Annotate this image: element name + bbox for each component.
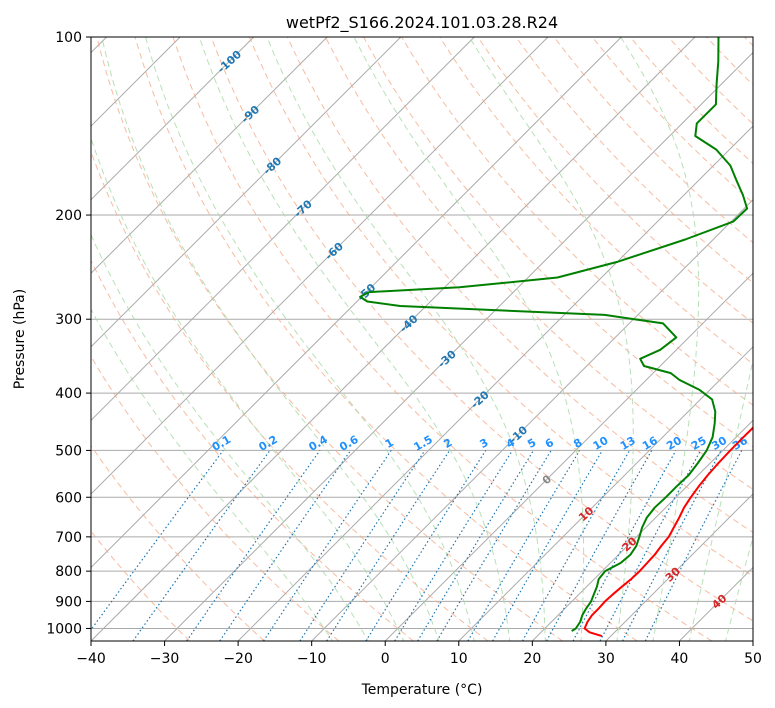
mixing-ratio-line	[132, 450, 271, 641]
temperature-line	[583, 426, 753, 638]
dry-adiabat-line	[91, 259, 414, 641]
mixing-ratio-label: 5	[525, 436, 538, 451]
isotherm-line	[237, 125, 753, 641]
isotherm-line	[91, 37, 328, 274]
dry-adiabat-line	[210, 37, 753, 622]
isotherm-line	[458, 346, 753, 641]
moist-adiabat-line	[145, 37, 475, 641]
dry-adiabat-line	[553, 37, 753, 244]
x-tick-label: −30	[150, 651, 180, 667]
mixing-ratio-line	[467, 450, 581, 641]
mixing-ratio-label: 6	[543, 436, 556, 451]
background-lines	[91, 37, 753, 641]
x-axis-label: Temperature (°C)	[361, 682, 483, 698]
y-tick-label: 500	[55, 443, 82, 459]
x-tick-label: 50	[744, 651, 762, 667]
mixing-ratio-line	[394, 450, 513, 641]
y-axis-label: Pressure (hPa)	[12, 289, 28, 389]
y-tick-label: 100	[55, 30, 82, 46]
dry-adiabat-line	[325, 37, 753, 490]
mixing-ratio-line	[546, 450, 653, 641]
x-tick-label: −20	[223, 651, 253, 667]
dry-adiabat-line	[363, 37, 753, 448]
mixing-ratio-line	[365, 450, 487, 641]
dry-adiabat-line	[172, 37, 713, 641]
isotherm-line	[91, 37, 475, 422]
moist-adiabat-line	[91, 136, 405, 641]
y-tick-label: 200	[55, 208, 82, 224]
isotherm-line	[164, 51, 753, 641]
mixing-ratio-line	[91, 450, 224, 631]
profile-lines	[359, 37, 753, 638]
dry-adiabat-line	[91, 444, 265, 641]
dry-adiabat-line	[134, 37, 638, 641]
chart-title: wetPf2_S166.2024.101.03.28.R24	[286, 13, 558, 33]
dry-adiabat-line	[91, 530, 191, 641]
x-tick-label: 0	[381, 651, 390, 667]
isotherm-label: -100	[215, 48, 244, 76]
dry-adiabat-line	[248, 37, 753, 577]
dry-adiabat-line	[477, 37, 753, 324]
y-tick-label: 800	[55, 564, 82, 580]
dry-adiabat-line	[515, 37, 753, 284]
mixing-ratio-line	[417, 450, 535, 641]
isotherm-line	[384, 272, 753, 641]
mixing-ratio-line	[572, 450, 677, 641]
moist-adiabat-line	[725, 535, 753, 641]
moist-adiabat-line	[91, 308, 334, 641]
plot-frame	[90, 36, 754, 642]
y-axis-ticks: 100 200 300 400 500 600 700 800 900 1000	[46, 30, 91, 637]
mixing-ratio-line	[644, 450, 743, 641]
dry-adiabat-line	[91, 150, 489, 641]
isotherm-line	[91, 37, 622, 569]
y-tick-label: 700	[55, 530, 82, 546]
moist-adiabat-line	[688, 357, 753, 641]
x-tick-label: 30	[597, 651, 615, 667]
dry-adiabat-line	[744, 37, 753, 47]
moist-adiabat-line	[101, 37, 440, 641]
x-axis-ticks: −40 −30 −20 −10 0 10 20 30 40 50	[76, 641, 762, 667]
dry-adiabat-line	[629, 37, 753, 165]
moist-adiabat-line	[353, 37, 585, 641]
y-tick-label: 300	[55, 312, 82, 328]
isotherm-line	[531, 419, 753, 641]
isotherm-line	[91, 37, 696, 641]
moist-adiabat-line	[91, 233, 369, 641]
moist-adiabat-line	[620, 37, 700, 641]
isotherm-line	[91, 37, 549, 495]
y-tick-label: 900	[55, 594, 82, 610]
dry-adiabat-line	[591, 37, 753, 204]
dewpoint-line	[359, 37, 749, 632]
mixing-ratio-line	[326, 450, 451, 641]
mixing-ratio-label: 2	[441, 436, 454, 451]
isotherm-line	[752, 640, 753, 641]
x-tick-label: −40	[76, 651, 106, 667]
x-tick-label: 20	[523, 651, 541, 667]
dry-adiabat-line	[706, 37, 753, 86]
isotherm-line	[679, 566, 753, 641]
mixing-ratio-line	[299, 450, 426, 641]
mixing-ratio-line	[436, 450, 552, 641]
moist-adiabat-line	[468, 37, 634, 641]
dry-adiabat-line	[401, 37, 753, 406]
x-tick-label: 40	[671, 651, 689, 667]
x-tick-label: −10	[297, 651, 327, 667]
y-tick-label: 400	[55, 386, 82, 402]
y-tick-label: 1000	[46, 621, 82, 637]
isotherm-line	[91, 37, 402, 348]
moist-adiabat-line	[198, 37, 511, 641]
mixing-ratio-line	[521, 450, 631, 641]
mixing-ratio-line	[262, 450, 392, 641]
dry-adiabat-line	[286, 37, 753, 534]
mixing-ratio-line	[219, 450, 352, 641]
mixing-ratio-line	[186, 450, 321, 641]
isotherm-line	[605, 493, 753, 641]
isotherm-line	[91, 37, 255, 201]
mixing-ratio-label: 3	[477, 436, 490, 451]
dry-adiabat-line	[668, 37, 753, 125]
y-tick-label: 600	[55, 490, 82, 506]
dry-adiabat-line	[91, 355, 340, 641]
x-tick-label: 10	[450, 651, 468, 667]
